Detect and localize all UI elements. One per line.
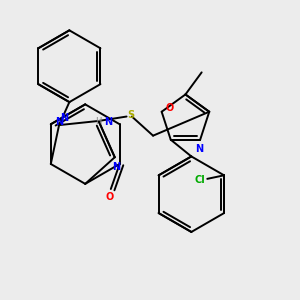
Text: O: O	[166, 103, 174, 113]
Text: N: N	[104, 117, 112, 127]
Text: S: S	[128, 110, 134, 120]
Text: Cl: Cl	[194, 175, 205, 185]
Text: N: N	[55, 117, 63, 127]
Text: N: N	[112, 162, 120, 172]
Text: N: N	[195, 144, 203, 154]
Text: H: H	[95, 117, 102, 126]
Text: N: N	[60, 113, 68, 123]
Text: O: O	[105, 192, 113, 202]
